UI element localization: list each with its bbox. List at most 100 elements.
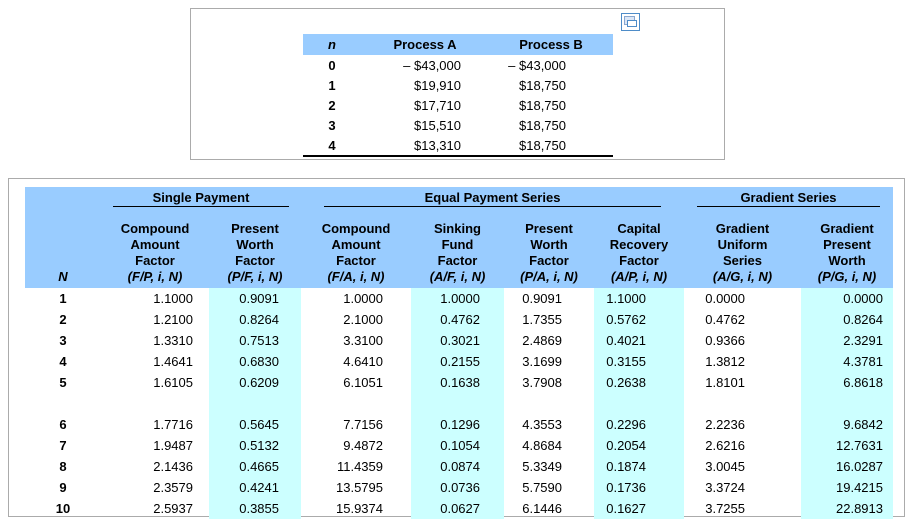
factor-value: 15.9374 bbox=[336, 501, 383, 516]
factor-value: 4.3781 bbox=[801, 351, 893, 372]
n-value: 5 bbox=[59, 375, 67, 390]
factor-value: 1.0000 bbox=[411, 288, 504, 309]
process-b-value: $18,750 bbox=[519, 137, 566, 153]
spacer-cell bbox=[301, 393, 411, 414]
cashflow-row: 3 $15,510 $18,750 bbox=[303, 115, 613, 135]
n-value: 8 bbox=[59, 459, 67, 474]
group-label-equal-payment-series: Equal Payment Series bbox=[323, 190, 662, 207]
factor-value: 9.6842 bbox=[801, 414, 893, 435]
factor-value: 1.2100 bbox=[153, 312, 193, 327]
spacer-cell bbox=[209, 393, 301, 414]
group-label-single-payment: Single Payment bbox=[113, 190, 289, 207]
factor-value: 0.0874 bbox=[411, 456, 504, 477]
process-b-value: $18,750 bbox=[519, 77, 566, 93]
factor-value: 16.0287 bbox=[801, 456, 893, 477]
factor-row: 8 2.1436 0.4665 11.4359 0.0874 5.3349 0.1874 3.… bbox=[25, 456, 893, 477]
col-header-pf: Present Worth Factor (P/F, i, N) bbox=[209, 207, 301, 288]
process-a-value: $19,910 bbox=[414, 77, 461, 93]
process-a-value: $13,310 bbox=[414, 137, 461, 153]
col-header-fp: Compound Amount Factor (F/P, i, N) bbox=[101, 207, 209, 288]
group-header-equal-payment-series: Equal Payment Series bbox=[301, 187, 684, 207]
cashflow-panel: n Process A Process B 0 – $43,000 – $43,00… bbox=[190, 8, 725, 160]
factor-row: 1 1.1000 0.9091 1.0000 1.0000 0.9091 1.1000 0.0… bbox=[25, 288, 893, 309]
factor-value: 9.4872 bbox=[343, 438, 383, 453]
factor-value: 0.1296 bbox=[411, 414, 504, 435]
factor-row: 5 1.6105 0.6209 6.1051 0.1638 3.7908 0.2638 1.8… bbox=[25, 372, 893, 393]
period-value: 1 bbox=[328, 77, 336, 93]
factor-value: 0.8264 bbox=[209, 309, 301, 330]
n-value: 9 bbox=[59, 480, 67, 495]
factor-value: 5.7590 bbox=[522, 480, 562, 495]
factor-value: 1.3310 bbox=[153, 333, 193, 348]
restore-window-icon[interactable] bbox=[621, 13, 640, 31]
factor-value: 2.6216 bbox=[705, 438, 745, 453]
factor-value: 0.1054 bbox=[411, 435, 504, 456]
factor-value: 6.8618 bbox=[801, 372, 893, 393]
factor-value: 2.3579 bbox=[153, 480, 193, 495]
factor-value: 0.9091 bbox=[209, 288, 301, 309]
cashflow-row: 0 – $43,000 – $43,000 bbox=[303, 55, 613, 75]
factor-value: 3.7255 bbox=[705, 501, 745, 516]
factor-row: 2 1.2100 0.8264 2.1000 0.4762 1.7355 0.5762 0.4… bbox=[25, 309, 893, 330]
col-header-af: Sinking Fund Factor (A/F, i, N) bbox=[411, 207, 504, 288]
spacer-cell bbox=[801, 393, 893, 414]
factor-value: 3.1699 bbox=[522, 354, 562, 369]
factor-row: 6 1.7716 0.5645 7.7156 0.1296 4.3553 0.2296 2.2… bbox=[25, 414, 893, 435]
period-value: 2 bbox=[328, 97, 336, 113]
col-header-ag: Gradient Uniform Series (A/G, i, N) bbox=[684, 207, 801, 288]
factor-value: 0.2296 bbox=[594, 414, 684, 435]
factor-value: 3.3100 bbox=[343, 333, 383, 348]
factor-value: 13.5795 bbox=[336, 480, 383, 495]
n-value: 3 bbox=[59, 333, 67, 348]
cashflow-row: 2 $17,710 $18,750 bbox=[303, 95, 613, 115]
factor-value: 1.8101 bbox=[705, 375, 745, 390]
factor-value: 0.0627 bbox=[411, 498, 504, 519]
process-a-value: – $43,000 bbox=[403, 57, 461, 73]
period-value: 3 bbox=[328, 117, 336, 133]
spacer-cell bbox=[101, 393, 209, 414]
col-header-N: N bbox=[25, 207, 101, 288]
process-b-value: – $43,000 bbox=[508, 57, 566, 73]
factor-value: 7.7156 bbox=[343, 417, 383, 432]
factor-value: 0.6830 bbox=[209, 351, 301, 372]
n-value: 10 bbox=[55, 501, 71, 516]
factor-value: 4.3553 bbox=[522, 417, 562, 432]
factor-value: 2.5937 bbox=[153, 501, 193, 516]
factor-value: 0.5132 bbox=[209, 435, 301, 456]
factor-value: 6.1446 bbox=[522, 501, 562, 516]
factor-value: 0.2054 bbox=[594, 435, 684, 456]
spacer-cell bbox=[411, 393, 504, 414]
col-header-fa: Compound Amount Factor (F/A, i, N) bbox=[301, 207, 411, 288]
factor-value: 4.6410 bbox=[343, 354, 383, 369]
factor-value: 0.4021 bbox=[594, 330, 684, 351]
restore-window-icon-front-rect bbox=[627, 20, 637, 27]
group-label-gradient-series: Gradient Series bbox=[696, 190, 881, 207]
factor-value: 3.3724 bbox=[705, 480, 745, 495]
factor-value: 0.4241 bbox=[209, 477, 301, 498]
factor-value: 19.4215 bbox=[801, 477, 893, 498]
factor-value: 12.7631 bbox=[801, 435, 893, 456]
group-header-empty bbox=[25, 187, 101, 207]
n-value: 6 bbox=[59, 417, 67, 432]
factor-value: 2.2236 bbox=[705, 417, 745, 432]
factor-value: 11.4359 bbox=[336, 459, 383, 474]
factor-value: 0.5645 bbox=[209, 414, 301, 435]
factor-value: 1.6105 bbox=[153, 375, 193, 390]
factor-value: 0.0000 bbox=[705, 291, 745, 306]
n-value: 2 bbox=[59, 312, 67, 327]
cashflow-table: n Process A Process B 0 – $43,000 – $43,00… bbox=[303, 34, 613, 157]
factor-value: 0.1627 bbox=[594, 498, 684, 519]
factor-value: 1.1000 bbox=[153, 291, 193, 306]
process-a-value: $17,710 bbox=[414, 97, 461, 113]
spacer-cell bbox=[684, 393, 801, 414]
factor-value: 0.3155 bbox=[594, 351, 684, 372]
factor-value: 0.4762 bbox=[705, 312, 745, 327]
factor-value: 1.0000 bbox=[343, 291, 383, 306]
factor-value: 0.3021 bbox=[411, 330, 504, 351]
spacer-cell bbox=[25, 393, 101, 414]
col-header-pg: Gradient Present Worth (P/G, i, N) bbox=[801, 207, 893, 288]
spacer-cell bbox=[594, 393, 684, 414]
factor-value: 22.8913 bbox=[801, 498, 893, 519]
n-value: 7 bbox=[59, 438, 67, 453]
n-value: 4 bbox=[59, 354, 67, 369]
